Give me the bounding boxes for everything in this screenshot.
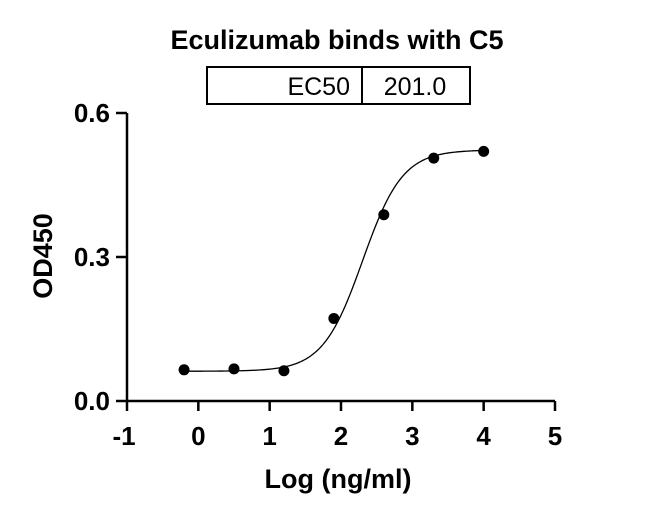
x-axis-title: Log (ng/ml) <box>265 464 412 494</box>
y-axis-title: OD450 <box>28 213 58 299</box>
x-tick-label: 1 <box>262 421 276 451</box>
x-axis-ticks: -1 0 1 2 3 4 5 <box>112 401 562 451</box>
data-point <box>478 145 490 157</box>
y-tick-label: 0.0 <box>74 386 110 416</box>
fit-curve <box>184 149 484 372</box>
data-point <box>278 365 290 377</box>
ec50-table: EC50 201.0 <box>206 66 471 105</box>
data-point <box>428 152 440 164</box>
ec50-label: EC50 <box>287 73 350 101</box>
data-point <box>228 363 240 375</box>
chart-title: Eculizumab binds with C5 <box>170 25 503 55</box>
ec50-value: 201.0 <box>384 73 447 101</box>
x-tick-label: -1 <box>112 421 135 451</box>
x-tick-label: 0 <box>191 421 205 451</box>
axes <box>125 113 555 403</box>
data-points <box>178 145 490 377</box>
x-tick-label: 5 <box>548 421 562 451</box>
data-point <box>328 312 340 324</box>
data-point <box>378 209 390 221</box>
y-tick-label: 0.3 <box>74 242 110 272</box>
x-tick-label: 4 <box>476 421 491 451</box>
data-point <box>178 364 190 376</box>
x-tick-label: 2 <box>334 421 348 451</box>
ec50-table-border <box>206 66 471 105</box>
x-tick-label: 3 <box>405 421 419 451</box>
y-tick-label: 0.6 <box>74 98 110 128</box>
y-axis-ticks: 0.0 0.3 0.6 <box>74 98 127 416</box>
